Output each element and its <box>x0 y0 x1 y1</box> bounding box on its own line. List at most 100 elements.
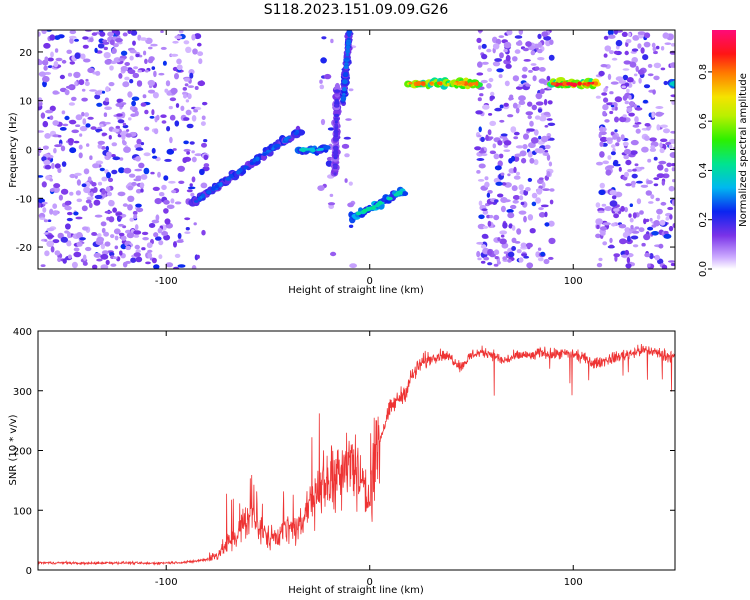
noise-speckle <box>534 148 541 154</box>
snr-axes: -100 0 100 0 100 200 300 400 <box>13 327 675 588</box>
noise-speckle <box>38 97 43 103</box>
noise-speckle <box>169 97 177 102</box>
noise-speckle <box>40 112 46 119</box>
noise-speckle <box>479 93 484 97</box>
noise-speckle <box>82 261 88 266</box>
noise-speckle <box>41 30 47 35</box>
noise-speckle <box>142 94 147 99</box>
noise-speckle <box>122 81 130 88</box>
noise-speckle <box>607 34 616 39</box>
noise-speckle <box>512 75 520 82</box>
noise-speckle <box>158 240 164 246</box>
noise-speckle <box>96 236 105 243</box>
noise-speckle <box>529 228 536 234</box>
noise-speckle <box>73 247 80 252</box>
noise-speckle <box>543 258 550 265</box>
noise-speckle <box>539 88 545 95</box>
noise-speckle <box>527 151 533 158</box>
noise-speckle <box>109 65 114 71</box>
noise-speckle <box>486 192 491 198</box>
noise-speckle <box>49 178 53 182</box>
noise-speckle <box>661 180 665 186</box>
noise-speckle <box>478 214 485 220</box>
noise-speckle <box>496 68 504 73</box>
noise-speckle <box>514 153 523 157</box>
noise-speckle <box>630 139 639 146</box>
noise-speckle <box>100 243 106 250</box>
noise-speckle <box>533 129 539 136</box>
noise-speckle <box>94 94 101 100</box>
feature-core <box>274 143 281 148</box>
noise-speckle <box>486 48 492 53</box>
feature-core <box>334 123 339 127</box>
noise-speckle <box>320 57 327 64</box>
noise-speckle <box>139 182 145 188</box>
noise-speckle <box>511 246 516 251</box>
noise-speckle <box>541 31 549 37</box>
noise-speckle <box>196 254 200 259</box>
noise-speckle <box>104 121 111 125</box>
noise-speckle <box>610 104 615 108</box>
noise-speckle <box>49 105 56 112</box>
noise-speckle <box>87 116 94 120</box>
noise-speckle <box>604 206 612 212</box>
feature-core <box>345 45 351 50</box>
noise-speckle <box>141 231 149 236</box>
noise-speckle <box>183 140 189 145</box>
noise-speckle <box>507 114 514 118</box>
noise-speckle <box>649 217 653 222</box>
noise-speckle <box>133 66 139 70</box>
noise-speckle <box>650 145 656 149</box>
noise-speckle <box>492 143 497 149</box>
noise-speckle <box>76 198 83 203</box>
noise-speckle <box>344 153 350 158</box>
noise-speckle <box>120 235 127 241</box>
feature-core <box>219 182 223 187</box>
noise-speckle <box>140 142 145 146</box>
feature-blob <box>334 82 340 91</box>
noise-speckle <box>176 58 182 65</box>
noise-speckle <box>42 75 50 83</box>
noise-speckle <box>117 119 125 124</box>
noise-speckle <box>160 30 164 33</box>
noise-speckle <box>664 167 669 173</box>
noise-speckle <box>483 256 490 261</box>
noise-speckle <box>635 65 639 72</box>
noise-speckle <box>38 31 41 37</box>
noise-speckle <box>508 223 513 229</box>
noise-speckle <box>478 45 482 50</box>
snr-xlabel: Height of straight line (km) <box>288 585 424 596</box>
noise-speckle <box>147 249 153 253</box>
noise-speckle <box>176 239 184 243</box>
noise-speckle <box>632 244 639 248</box>
noise-speckle <box>670 43 675 47</box>
noise-speckle <box>157 171 161 178</box>
noise-speckle <box>644 32 651 39</box>
noise-speckle <box>486 214 491 219</box>
noise-speckle <box>57 134 62 138</box>
noise-speckle <box>319 79 323 84</box>
noise-speckle <box>138 162 145 169</box>
noise-speckle <box>69 173 76 179</box>
noise-speckle <box>658 160 667 165</box>
noise-speckle <box>489 120 497 126</box>
noise-speckle <box>541 135 549 143</box>
noise-speckle <box>501 182 507 186</box>
noise-speckle <box>59 126 67 131</box>
noise-speckle <box>128 182 133 187</box>
noise-speckle <box>38 175 44 178</box>
feature-core <box>362 208 366 213</box>
noise-speckle <box>97 140 106 145</box>
noise-speckle <box>618 80 627 84</box>
noise-speckle <box>185 46 192 53</box>
noise-speckle <box>111 142 118 147</box>
noise-speckle <box>43 42 51 49</box>
noise-speckle <box>198 58 203 65</box>
noise-speckle <box>531 104 537 111</box>
noise-speckle <box>101 227 106 234</box>
noise-speckle <box>477 30 483 33</box>
noise-speckle <box>185 99 190 103</box>
noise-speckle <box>499 52 504 59</box>
noise-speckle <box>330 38 334 44</box>
noise-speckle <box>634 163 639 167</box>
